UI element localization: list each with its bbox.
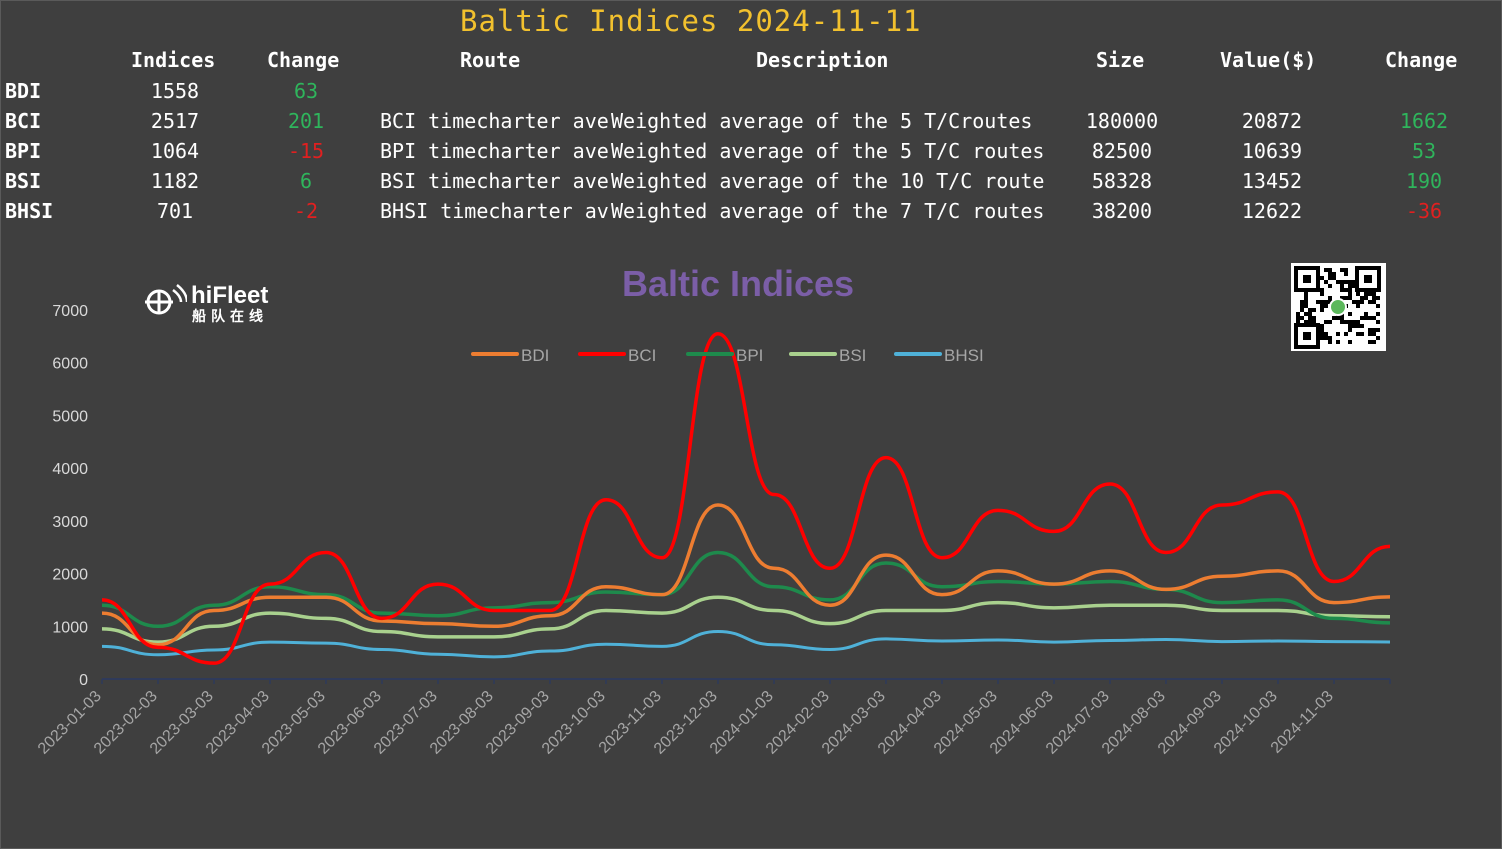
- row-size-bhsi: 38200: [1091, 199, 1153, 223]
- legend-item-bsi[interactable]: BSI: [789, 346, 866, 365]
- row-change-bsi: 6: [299, 169, 313, 193]
- y-tick-label: 3000: [52, 514, 88, 531]
- row-index-bpi: 1064: [150, 139, 200, 163]
- y-tick-label: 2000: [52, 567, 88, 584]
- row-value-change-bhsi: -36: [1405, 199, 1443, 223]
- row-description-bhsi: Weighted average of the 7 T/C routes: [611, 199, 1045, 223]
- row-change-bdi: 63: [293, 79, 319, 103]
- row-name-bci: BCI: [5, 109, 42, 133]
- qr-code-icon: [1291, 263, 1386, 351]
- row-name-bpi: BPI: [5, 139, 42, 163]
- row-value-bpi: 10639: [1241, 139, 1303, 163]
- series-line-bsi: [101, 595, 1391, 644]
- series-line-bdi: [101, 503, 1391, 647]
- row-size-bci: 180000: [1085, 109, 1159, 133]
- qr-code-graphic: [1294, 266, 1381, 349]
- legend-item-bdi[interactable]: BDI: [471, 346, 549, 365]
- row-index-bdi: 1558: [150, 79, 200, 103]
- row-value-change-bci: 1662: [1399, 109, 1449, 133]
- y-tick-label: 4000: [52, 461, 88, 478]
- y-tick-label: 0: [79, 672, 88, 689]
- legend-label: BHSI: [944, 346, 984, 365]
- legend-item-bci[interactable]: BCI: [578, 346, 656, 365]
- legend-label: BDI: [521, 346, 549, 365]
- chart-series: [101, 331, 1391, 665]
- header-value-change: Change: [1385, 48, 1458, 72]
- hifleet-logo-icon: [145, 284, 189, 315]
- hifleet-logo: hiFleet 船队在线: [143, 282, 268, 326]
- header-indices: Indices: [131, 48, 216, 72]
- row-description-bci: Weighted average of the 5 T/Croutes: [611, 109, 1033, 133]
- row-value-bci: 20872: [1241, 109, 1303, 133]
- row-change-bpi: -15: [287, 139, 325, 163]
- row-route-bhsi: BHSI timecharter av: [380, 199, 609, 223]
- header-value: Value($): [1220, 48, 1317, 72]
- row-name-bhsi: BHSI: [5, 199, 54, 223]
- page-title: Baltic Indices 2024-11-11: [460, 4, 922, 38]
- legend-label: BPI: [736, 346, 763, 365]
- logo-subtitle: 船队在线: [192, 309, 268, 325]
- row-value-change-bpi: 53: [1411, 139, 1437, 163]
- legend-item-bpi[interactable]: BPI: [686, 346, 763, 365]
- row-route-bsi: BSI timecharter ave: [380, 169, 609, 193]
- row-change-bci: 201: [287, 109, 325, 133]
- header-size: Size: [1096, 48, 1145, 72]
- header-route: Route: [460, 48, 521, 72]
- row-route-bpi: BPI timecharter ave: [380, 139, 609, 163]
- header-change: Change: [267, 48, 340, 72]
- header-description: Description: [756, 48, 889, 72]
- chart-legend: BDI BCI BPI BSI BHSI: [471, 346, 984, 365]
- row-index-bci: 2517: [150, 109, 200, 133]
- series-line-bci: [101, 331, 1391, 665]
- row-value-bsi: 13452: [1241, 169, 1303, 193]
- row-value-change-bsi: 190: [1405, 169, 1443, 193]
- row-name-bdi: BDI: [5, 79, 42, 103]
- logo-brand: hiFleet: [191, 282, 269, 309]
- row-index-bhsi: 701: [156, 199, 194, 223]
- y-tick-label: 7000: [52, 303, 88, 320]
- legend-item-bhsi[interactable]: BHSI: [894, 346, 984, 365]
- row-description-bsi: Weighted average of the 10 T/C route: [611, 169, 1045, 193]
- y-tick-label: 6000: [52, 356, 88, 373]
- y-tick-label: 5000: [52, 408, 88, 425]
- row-route-bci: BCI timecharter ave: [380, 109, 609, 133]
- row-size-bsi: 58328: [1091, 169, 1153, 193]
- series-line-bhsi: [101, 630, 1391, 659]
- chart-title: Baltic Indices: [622, 263, 854, 304]
- chart-axes: 010002000300040005000600070002023-01-032…: [35, 303, 1391, 758]
- y-tick-label: 1000: [52, 619, 88, 636]
- legend-label: BSI: [839, 346, 866, 365]
- row-index-bsi: 1182: [150, 169, 200, 193]
- legend-label: BCI: [628, 346, 656, 365]
- row-name-bsi: BSI: [5, 169, 42, 193]
- row-value-bhsi: 12622: [1241, 199, 1303, 223]
- row-change-bhsi: -2: [293, 199, 319, 223]
- row-size-bpi: 82500: [1091, 139, 1153, 163]
- row-description-bpi: Weighted average of the 5 T/C routes: [611, 139, 1045, 163]
